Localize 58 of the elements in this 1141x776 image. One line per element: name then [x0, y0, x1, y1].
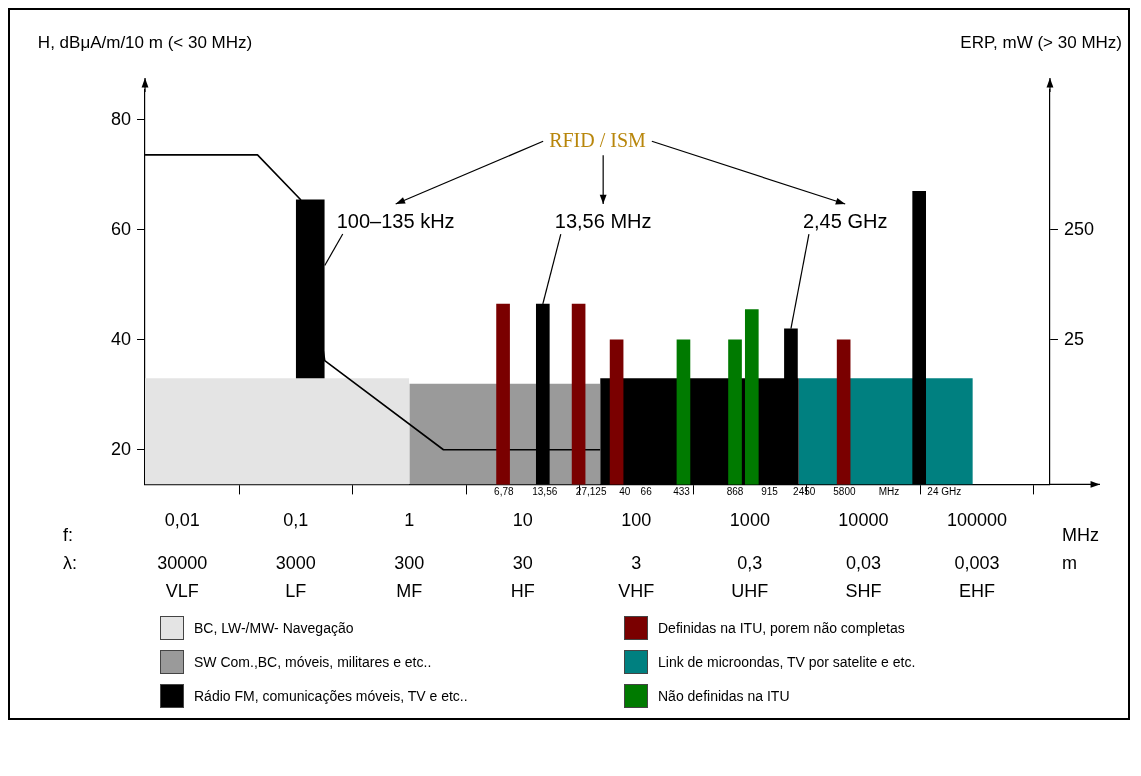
annotation: 100–135 kHz [336, 210, 455, 233]
annotation: 5800 [833, 486, 856, 498]
legend-label: Link de microondas, TV por satelite e etc. [658, 654, 916, 670]
annotation: MHz [878, 486, 900, 498]
x-tick-label: 10000 [838, 510, 889, 531]
y2-tick-label: 250 [1063, 218, 1095, 239]
x-tick-label: 100 [621, 510, 652, 531]
annotation: 40 [619, 486, 631, 498]
text: 300 [394, 552, 425, 573]
text: m [1061, 552, 1077, 573]
annotation: 66 [640, 486, 653, 498]
x-tick-label: 10 [512, 510, 533, 531]
text: 30 [512, 552, 533, 573]
annotation: 13,56 [532, 486, 558, 498]
text: EHF [958, 580, 995, 601]
y-tick-label: 40 [110, 328, 132, 349]
y-axis-title: H, dBμA/m/10 m (< 30 MHz) [37, 33, 253, 52]
y-tick-label: 20 [110, 438, 132, 459]
text: 0,003 [954, 552, 1000, 573]
text: 3 [631, 552, 642, 573]
text: VLF [165, 580, 199, 601]
text: SHF [845, 580, 882, 601]
text: 0,3 [737, 552, 763, 573]
legend-label: SW Com.,BC, móveis, militares e etc.. [194, 654, 432, 670]
annotation: 915 [761, 486, 779, 498]
y-tick-label: 60 [110, 218, 132, 239]
text: LF [285, 580, 307, 601]
legend-label: Rádio FM, comunicações móveis, TV e etc.. [194, 688, 468, 704]
annotation: 2450 [793, 486, 816, 498]
y2-axis-title: ERP, mW (> 30 MHz) [960, 33, 1122, 52]
legend-label: BC, LW-/MW- Navegação [194, 620, 354, 636]
x-tick-label: 0,1 [283, 510, 309, 531]
text: HF [510, 580, 535, 601]
x-tick-label: 100000 [946, 510, 1007, 531]
legend-label: Não definidas na ITU [658, 688, 790, 704]
annotation: 6,78 [494, 486, 514, 498]
x-tick-label: 1000 [729, 510, 770, 531]
annotation: 868 [726, 486, 744, 498]
text: 30000 [157, 552, 208, 573]
text: RFID / ISM [549, 128, 647, 151]
annotation: 433 [673, 486, 691, 498]
x-axis-title: MHz [1061, 524, 1099, 545]
text: λ: [63, 552, 78, 573]
annotation: 27,125 [575, 486, 607, 498]
text: UHF [731, 580, 769, 601]
text: f: [63, 524, 74, 545]
text: 3000 [275, 552, 316, 573]
legend-label: Definidas na ITU, porem não completas [658, 620, 905, 636]
annotation: 2,45 GHz [802, 210, 888, 233]
annotation: 13,56 MHz [554, 210, 652, 233]
y2-tick-label: 25 [1063, 328, 1084, 349]
x-tick-label: 0,01 [164, 510, 200, 531]
x-tick-label: 1 [404, 510, 415, 531]
text: MF [396, 580, 423, 601]
text: VHF [618, 580, 655, 601]
y-tick-label: 80 [110, 108, 132, 129]
annotation: 24 GHz [927, 486, 962, 498]
text: 0,03 [845, 552, 881, 573]
